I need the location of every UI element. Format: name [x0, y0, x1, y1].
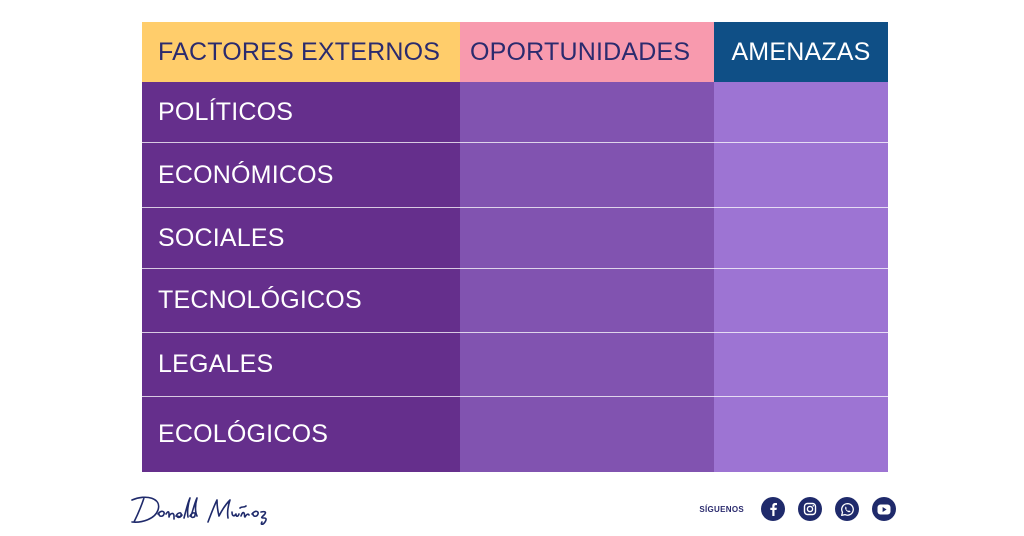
cell-amenazas-ecologicos	[714, 396, 888, 472]
row-label-economicos: ECONÓMICOS	[142, 142, 460, 207]
row-label-ecologicos: ECOLÓGICOS	[142, 396, 460, 472]
cell-oportunidades-ecologicos	[460, 396, 714, 472]
youtube-icon[interactable]	[872, 497, 896, 521]
cell-amenazas-sociales	[714, 207, 888, 268]
cell-oportunidades-economicos	[460, 142, 714, 207]
facebook-icon[interactable]	[761, 497, 785, 521]
cell-amenazas-economicos	[714, 142, 888, 207]
cell-amenazas-tecnologicos	[714, 268, 888, 332]
whatsapp-icon[interactable]	[835, 497, 859, 521]
row-label-legales: LEGALES	[142, 332, 460, 396]
social-bar: SÍGUENOS	[699, 497, 896, 521]
header-factores-externos: FACTORES EXTERNOS	[142, 22, 460, 82]
cell-amenazas-politicos	[714, 82, 888, 142]
cell-oportunidades-sociales	[460, 207, 714, 268]
row-label-sociales: SOCIALES	[142, 207, 460, 268]
cell-amenazas-legales	[714, 332, 888, 396]
cell-oportunidades-politicos	[460, 82, 714, 142]
cell-oportunidades-legales	[460, 332, 714, 396]
signature-logo	[131, 496, 267, 526]
siguenos-label: SÍGUENOS	[699, 504, 744, 514]
instagram-icon[interactable]	[798, 497, 822, 521]
row-label-tecnologicos: TECNOLÓGICOS	[142, 268, 460, 332]
pestel-table: FACTORES EXTERNOS OPORTUNIDADES AMENAZAS…	[142, 22, 888, 472]
cell-oportunidades-tecnologicos	[460, 268, 714, 332]
header-amenazas: AMENAZAS	[714, 22, 888, 82]
header-oportunidades: OPORTUNIDADES	[460, 22, 714, 82]
row-label-politicos: POLÍTICOS	[142, 82, 460, 142]
